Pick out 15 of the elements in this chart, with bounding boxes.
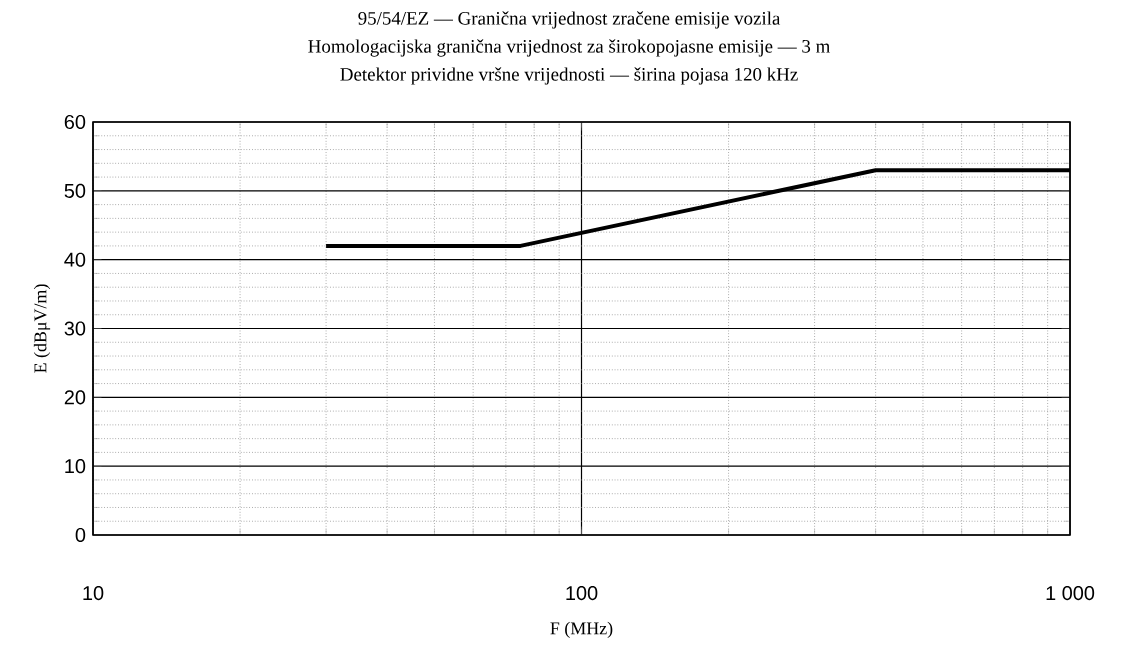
y-tick-label: 40 xyxy=(64,252,86,267)
x-tick-label: 1 000 xyxy=(1046,586,1095,601)
y-tick-label: 20 xyxy=(64,390,86,405)
chart-subtitle: Homologacijska granična vrijednost za širokopojasne emisije — 3 m xyxy=(308,39,831,57)
y-axis-title: E (dBμV/m) xyxy=(33,284,51,373)
y-tick-label: 60 xyxy=(64,114,86,130)
chart-title: 95/54/EZ — Granična vrijednost zračene emisije vozila xyxy=(358,11,781,29)
x-tick-label: 100 xyxy=(566,586,598,601)
y-tick-label: 0 xyxy=(75,527,86,543)
x-axis-title: F (MHz) xyxy=(550,621,613,639)
text: Detektor prividne vršne vrijednosti — širina pojasa 120 kHz xyxy=(340,67,798,85)
y-tick-label: 30 xyxy=(64,321,86,336)
y-tick-label: 10 xyxy=(65,459,86,474)
y-tick-label: 50 xyxy=(64,183,86,198)
x-tick-label: 10 xyxy=(83,586,104,601)
